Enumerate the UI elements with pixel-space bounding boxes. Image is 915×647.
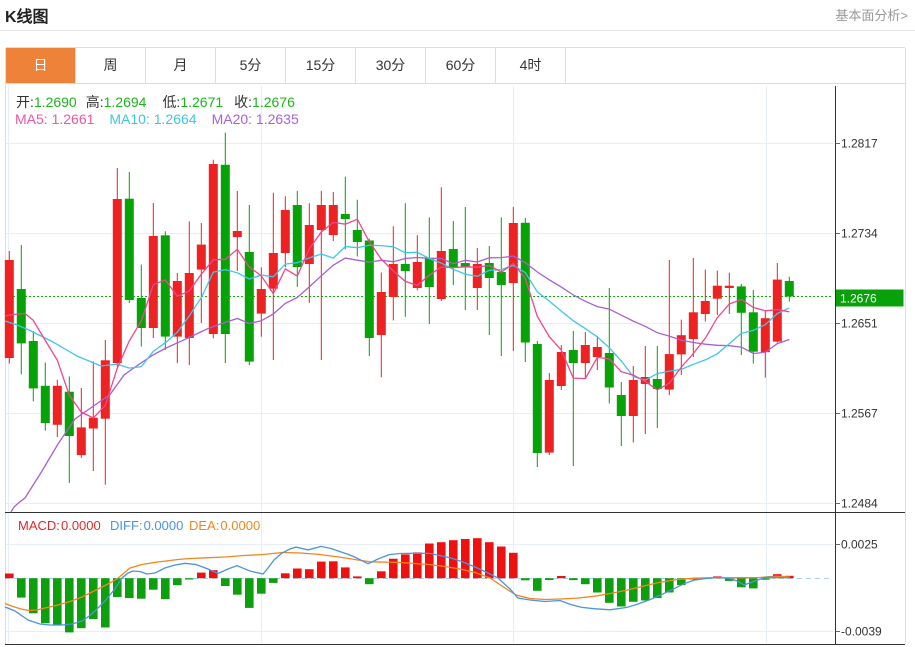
svg-text:1.2676: 1.2676 bbox=[840, 292, 877, 306]
svg-text:-0.0039: -0.0039 bbox=[841, 625, 882, 639]
svg-text:1.2817: 1.2817 bbox=[841, 137, 878, 151]
svg-text:1.2734: 1.2734 bbox=[841, 227, 878, 241]
svg-text:0.0025: 0.0025 bbox=[841, 538, 878, 552]
svg-text:1.2651: 1.2651 bbox=[841, 317, 878, 331]
svg-text:1.2484: 1.2484 bbox=[841, 497, 878, 511]
svg-text:1.2567: 1.2567 bbox=[841, 407, 878, 421]
